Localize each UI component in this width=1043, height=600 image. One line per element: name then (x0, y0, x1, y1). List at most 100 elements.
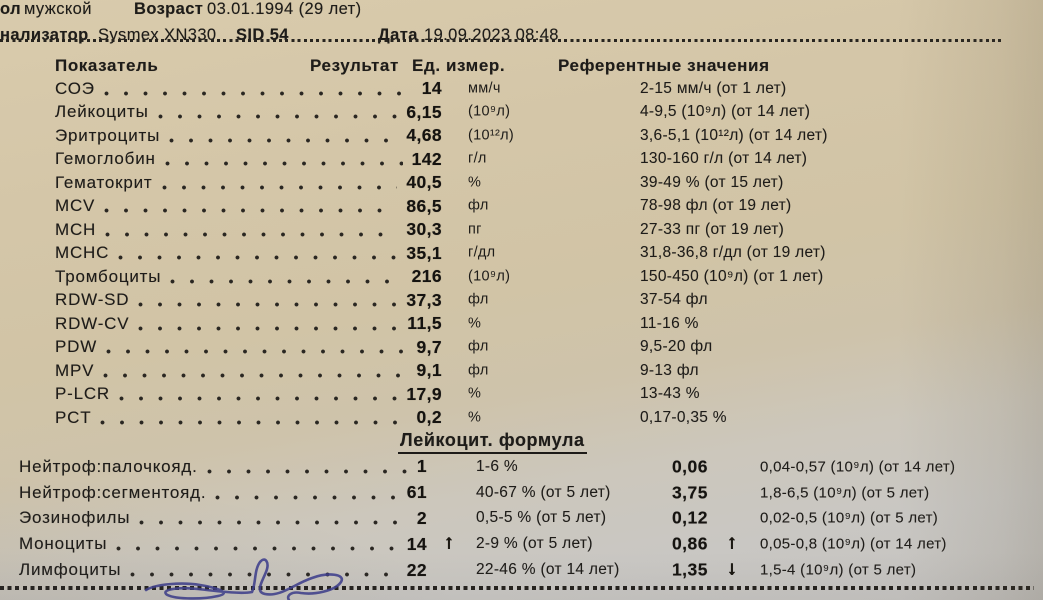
dot-leader (139, 520, 408, 527)
result-value: 14 (406, 533, 427, 554)
table-row: RDW-CV 11,5% 11-16 % (0, 312, 1043, 336)
result-value: 22 (406, 559, 427, 580)
dot-leader (105, 231, 398, 238)
dot-leader (161, 184, 398, 191)
result-value: 9,1 (416, 360, 442, 381)
col-header-result: Результат (310, 56, 399, 75)
parameter-name: PCT (55, 407, 92, 427)
reference-range: 2-15 мм/ч (от 1 лет) (640, 79, 787, 97)
absolute-value: 0,06 (671, 456, 708, 477)
result-value: 86,5 (406, 195, 442, 216)
reference-range: 31,8-36,8 г/дл (от 19 лет) (640, 244, 826, 262)
table-row: PDW 9,7 фл 9,5-20 фл (0, 336, 1043, 360)
reference-range: 9,5-20 фл (640, 338, 713, 356)
leuko-row: Нейтроф:палочкояд. 1 1-6 % 0,06 0,04-0,57… (0, 454, 1043, 480)
result-value: 40,5 (406, 172, 442, 193)
result-value: 11,5 (407, 313, 442, 334)
dot-leader (106, 349, 408, 356)
unit: % (468, 409, 482, 426)
unit: % (468, 385, 482, 402)
dot-leader (119, 396, 398, 403)
result-value: 35,1 (406, 242, 442, 263)
table-row: Лейкоциты 6,15 (10⁹л) 4-9,5 (10⁹л) (от 14 л… (0, 101, 1043, 125)
dot-leader (169, 137, 398, 144)
unit: фл (468, 362, 489, 379)
leukocyte-formula-table: Нейтроф:палочкояд. 1 1-6 % 0,06 0,04-0,57… (0, 454, 1043, 583)
result-value: 2 (416, 507, 427, 528)
dotted-divider-bottom (0, 586, 1034, 590)
unit: % (468, 315, 482, 332)
reference-range: 13-43 % (640, 385, 700, 403)
high-flag-icon: ↑ (727, 531, 737, 554)
result-value: 14 (421, 78, 442, 99)
reference-range: 78-98 фл (от 19 лет) (640, 197, 792, 215)
table-row: Гемоглобин 142 г/л 130-160 г/л (от 14 лет) (0, 148, 1043, 172)
low-flag-icon: ↓ (727, 557, 737, 580)
date-value: 19.09.2023 08:48 (424, 26, 559, 44)
unit: фл (468, 291, 489, 308)
absolute-value: 3,75 (671, 482, 708, 503)
reference-range: 39-49 % (от 15 лет) (640, 173, 784, 191)
leuko-row: Моноциты 14 ↑ 2-9 % (от 5 лет) 0,86 ↑ 0,0… (0, 531, 1043, 557)
absolute-reference: 1,8-6,5 (10⁹л) (от 5 лет) (760, 484, 930, 502)
parameter-name: MCHC (55, 243, 110, 263)
col-header-parameter: Показатель (55, 56, 159, 75)
table-row: MCH 30,3 пг 27-33 пг (от 19 лет) (0, 218, 1043, 242)
table-row: P-LCR 17,9% 13-43 % (0, 383, 1043, 407)
col-header-unit: Ед. измер. (412, 56, 506, 75)
parameter-name: СОЭ (55, 78, 95, 98)
analyzer-info-line: нализатор Sysmex XN330 SID 54 Дата 19.09… (0, 26, 1043, 46)
signature-ink (144, 558, 344, 600)
dot-leader (206, 468, 408, 475)
dot-leader (138, 302, 398, 309)
dot-leader (164, 161, 403, 168)
table-row: Тромбоциты 216 (10⁹л) 150-450 (10⁹л) (от 1 … (0, 265, 1043, 289)
leuko-row: Эозинофилы 2 0,5-5 % (от 5 лет) 0,12 0,02… (0, 506, 1043, 532)
reference-range: 9-13 фл (640, 361, 699, 379)
unit: фл (468, 197, 489, 214)
result-value: 61 (406, 482, 427, 503)
reference-range: 0,17-0,35 % (640, 408, 727, 426)
high-flag-icon: ↑ (444, 531, 454, 554)
unit: (10¹²л) (468, 127, 515, 144)
parameter-name: Эритроциты (55, 125, 161, 145)
absolute-value: 0,86 (671, 533, 708, 554)
dotted-divider-top (0, 39, 1004, 42)
parameter-name: Тромбоциты (55, 266, 162, 286)
dot-leader (138, 325, 399, 332)
leuko-row: Нейтроф:сегментояд. 61 40-67 % (от 5 лет)… (0, 480, 1043, 506)
parameter-name: Лимфоциты (19, 560, 122, 580)
age-value: 03.01.1994 (29 лет) (207, 0, 362, 18)
dot-leader (170, 278, 403, 285)
analyzer-value: Sysmex XN330 (98, 26, 217, 44)
absolute-reference: 0,05-0,8 (10⁹л) (от 14 лет) (760, 535, 947, 553)
unit: пг (468, 221, 482, 238)
table-row: СОЭ 14 мм/ч 2-15 мм/ч (от 1 лет) (0, 77, 1043, 101)
reference-range: 27-33 пг (от 19 лет) (640, 220, 785, 238)
result-value: 9,7 (416, 336, 442, 357)
unit: г/л (468, 150, 487, 167)
parameter-name: Эозинофилы (19, 508, 131, 528)
dot-leader (103, 372, 408, 379)
result-value: 142 (411, 148, 442, 169)
unit: % (468, 174, 482, 191)
table-row: MCHC 35,1 г/дл 31,8-36,8 г/дл (от 19 лет) (0, 242, 1043, 266)
unit: (10⁹л) (468, 268, 511, 285)
absolute-value: 0,12 (671, 507, 708, 528)
dot-leader (215, 494, 398, 501)
table-row: Гематокрит 40,5% 39-49 % (от 15 лет) (0, 171, 1043, 195)
reference-range: 37-54 фл (640, 291, 708, 309)
result-value: 37,3 (406, 289, 442, 310)
dot-leader (100, 419, 408, 426)
absolute-reference: 0,02-0,5 (10⁹л) (от 5 лет) (760, 509, 939, 527)
parameter-name: MPV (55, 360, 95, 380)
col-header-reference: Референтные значения (558, 56, 770, 75)
percent-reference: 2-9 % (от 5 лет) (476, 535, 593, 553)
parameter-name: Гемоглобин (55, 149, 156, 169)
parameter-name: P-LCR (55, 384, 111, 404)
result-value: 0,2 (416, 407, 442, 428)
result-value: 17,9 (406, 383, 442, 404)
sid-value: SID 54 (236, 26, 289, 44)
gender-value: мужской (24, 0, 92, 18)
unit: мм/ч (468, 80, 501, 97)
